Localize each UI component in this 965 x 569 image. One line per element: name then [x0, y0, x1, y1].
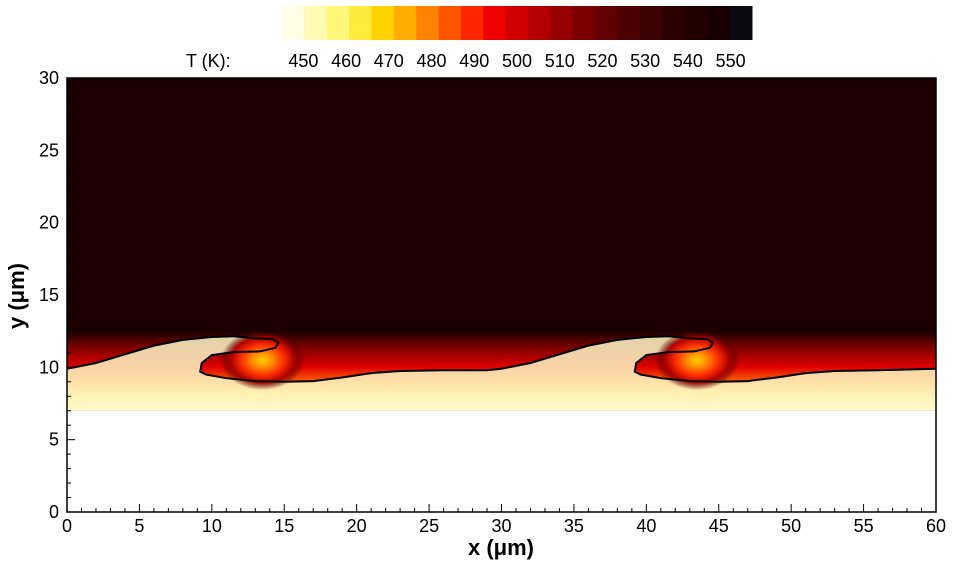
y-tick-label: 10 — [39, 357, 59, 377]
colorbar-swatch — [483, 6, 507, 40]
colorbar-swatch — [707, 6, 731, 40]
colorbar-swatch — [528, 6, 552, 40]
colorbar-swatch — [461, 6, 484, 40]
colorbar-swatch — [371, 6, 395, 40]
colorbar-title: T (K): — [186, 51, 231, 71]
x-tick-label: 0 — [62, 516, 72, 536]
vortex-hot-spot — [220, 330, 305, 391]
colorbar-swatch — [572, 6, 596, 40]
x-tick-label: 15 — [274, 516, 294, 536]
colorbar-swatch — [349, 6, 373, 40]
x-tick-label: 50 — [781, 516, 801, 536]
y-tick-label: 30 — [39, 68, 59, 88]
colorbar-tick-label: 500 — [502, 51, 532, 71]
x-tick-label: 10 — [202, 516, 222, 536]
colorbar-tick-label: 540 — [673, 51, 703, 71]
x-tick-label: 20 — [347, 516, 367, 536]
cold-liquid-region — [67, 336, 936, 411]
colorbar-tick-label: 550 — [716, 51, 746, 71]
y-tick-label: 15 — [39, 285, 59, 305]
interface-contour — [67, 335, 936, 383]
colorbar-swatch — [729, 6, 753, 40]
y-tick-label: 0 — [49, 502, 59, 522]
colorbar-tick-label: 490 — [459, 51, 489, 71]
x-tick-label: 60 — [926, 516, 946, 536]
colorbar-swatch — [617, 6, 641, 40]
colorbar-tick-label: 530 — [630, 51, 660, 71]
colorbar-swatch — [640, 6, 663, 40]
colorbar-swatch — [684, 6, 708, 40]
y-tick-label: 25 — [39, 140, 59, 160]
colorbar-tick-label: 470 — [374, 51, 404, 71]
colorbar-tick-label: 480 — [417, 51, 447, 71]
colorbar-swatch — [326, 6, 350, 40]
x-tick-label: 55 — [854, 516, 874, 536]
x-tick-label: 40 — [636, 516, 656, 536]
colorbar-swatch — [304, 6, 328, 40]
y-axis-title: y (μm) — [4, 263, 29, 329]
colorbar-swatch — [393, 6, 417, 40]
colorbar-swatch — [438, 6, 462, 40]
cold-region — [67, 410, 936, 512]
colorbar-swatch — [595, 6, 619, 40]
y-tick-label: 20 — [39, 213, 59, 233]
plot-area — [67, 78, 936, 512]
colorbar-swatch — [662, 6, 686, 40]
colorbar-tick-label: 520 — [587, 51, 617, 71]
axes: 0 5 10 15 20 25 30 35 40 45 50 55 60 0 5 10 15 20 25 30 — [39, 68, 946, 536]
vortex-hot-spot — [655, 330, 740, 391]
x-axis-title: x (μm) — [468, 535, 534, 560]
x-tick-label: 5 — [134, 516, 144, 536]
x-tick-label: 25 — [419, 516, 439, 536]
colorbar-swatch — [550, 6, 574, 40]
colorbar-swatch — [505, 6, 529, 40]
colorbar-tick-label: 460 — [331, 51, 361, 71]
colorbar-tick-label: 510 — [545, 51, 575, 71]
colorbar-tick-labels: 450 460 470 480 490 500 510 520 530 540 550 — [288, 51, 745, 71]
colorbar-swatch — [282, 6, 305, 40]
colorbar-swatch — [416, 6, 440, 40]
colorbar — [282, 6, 753, 40]
x-tick-label: 35 — [564, 516, 584, 536]
x-tick-label: 45 — [709, 516, 729, 536]
colorbar-tick-label: 450 — [288, 51, 318, 71]
y-tick-label: 5 — [49, 430, 59, 450]
x-tick-label: 30 — [491, 516, 511, 536]
